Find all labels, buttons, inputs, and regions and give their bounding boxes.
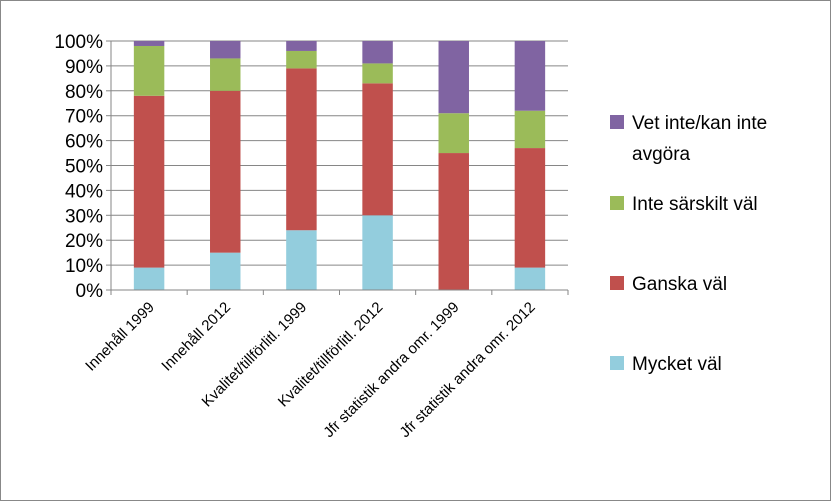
bar-segment <box>362 63 393 84</box>
y-tick-label: 100% <box>54 32 103 53</box>
bar-segment <box>286 230 317 290</box>
y-tick-label: 50% <box>65 157 103 178</box>
bar-segment <box>286 68 317 231</box>
bar-segment <box>362 41 393 64</box>
legend-label: Inte särskilt väl <box>632 194 758 215</box>
y-tick-label: 0% <box>76 281 104 302</box>
bar-segment <box>286 50 317 69</box>
bars <box>133 41 546 290</box>
axes <box>106 40 569 295</box>
bar-segment <box>438 41 469 114</box>
bar-segment <box>362 83 393 216</box>
x-tick-labels: Innehåll 1999 Innehåll 2012Kvalitet/tillf… <box>82 299 539 441</box>
bar-segment <box>514 110 546 149</box>
y-tick-label: 90% <box>65 57 103 78</box>
legend-label: Ganska väl <box>632 274 727 295</box>
legend-label: avgöra <box>632 144 691 165</box>
bar-segment <box>438 113 469 154</box>
bar-segment <box>210 41 241 59</box>
bar-segment <box>514 148 546 268</box>
bar-segment <box>133 267 165 290</box>
bar-segment <box>133 41 165 46</box>
bar-segment <box>133 95 165 268</box>
y-tick-label: 30% <box>65 206 103 227</box>
y-tick-labels: 0% 10% 20% 30% 40% 50% 60% 70% 80% 90% 100% <box>54 32 103 302</box>
bar-segment <box>438 153 469 290</box>
legend-label: Mycket väl <box>632 354 722 375</box>
legend-label: Vet inte/kan inte <box>632 113 767 134</box>
y-tick-label: 40% <box>65 181 103 202</box>
x-tick-label: Innehåll 1999 <box>82 299 158 375</box>
x-tick-label: Jfr statistik andra omr. 2012 <box>396 299 538 441</box>
y-tick-label: 60% <box>65 132 103 153</box>
bar-segment <box>133 45 165 96</box>
x-tick-label: Innehåll 2012 <box>158 299 234 375</box>
bar-segment <box>514 267 546 290</box>
y-tick-label: 80% <box>65 82 103 103</box>
bar-segment <box>286 41 317 51</box>
bar-segment <box>210 90 241 253</box>
legend-swatch <box>610 356 624 370</box>
x-tick-label: Jfr statistik andra omr. 1999 <box>320 299 462 441</box>
legend-swatch <box>610 115 624 129</box>
y-tick-label: 20% <box>65 231 103 252</box>
y-tick-label: 10% <box>65 256 103 277</box>
bar-segment <box>210 58 241 91</box>
y-tick-label: 70% <box>65 107 103 128</box>
bar-segment <box>514 41 546 111</box>
gridlines <box>111 40 568 266</box>
legend-swatch <box>610 276 624 290</box>
legend-swatch <box>610 196 624 210</box>
legend: Vet inte/kan inte avgöra Inte särskilt väl… <box>610 113 767 375</box>
bar-segment <box>210 252 241 290</box>
bar-segment <box>362 215 393 290</box>
